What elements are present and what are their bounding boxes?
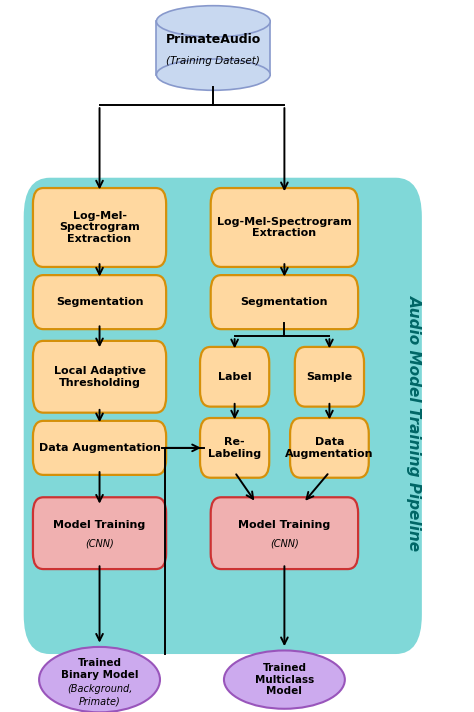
FancyBboxPatch shape: [200, 347, 269, 407]
Text: Local Adaptive
Thresholding: Local Adaptive Thresholding: [54, 366, 146, 387]
FancyBboxPatch shape: [24, 178, 422, 654]
Text: Segmentation: Segmentation: [241, 297, 328, 307]
Text: (CNN): (CNN): [85, 539, 114, 549]
Text: Data Augmentation: Data Augmentation: [38, 443, 161, 453]
Ellipse shape: [39, 647, 160, 712]
FancyBboxPatch shape: [295, 347, 364, 407]
Text: Segmentation: Segmentation: [56, 297, 143, 307]
FancyBboxPatch shape: [200, 418, 269, 478]
Text: Model Training: Model Training: [54, 520, 146, 530]
FancyBboxPatch shape: [33, 421, 166, 475]
Text: Trained
Binary Model: Trained Binary Model: [61, 658, 138, 680]
Text: Log-Mel-Spectrogram
Extraction: Log-Mel-Spectrogram Extraction: [217, 216, 352, 239]
FancyBboxPatch shape: [33, 341, 166, 413]
FancyBboxPatch shape: [33, 188, 166, 267]
Text: (CNN): (CNN): [270, 539, 299, 549]
FancyBboxPatch shape: [33, 497, 166, 569]
Text: (Background,
Primate): (Background, Primate): [67, 684, 132, 706]
Text: Audio Model Training Pipeline: Audio Model Training Pipeline: [407, 295, 422, 551]
Text: Model Training: Model Training: [238, 520, 330, 530]
FancyBboxPatch shape: [210, 497, 358, 569]
Text: Trained
Multiclass
Model: Trained Multiclass Model: [255, 663, 314, 696]
Ellipse shape: [156, 59, 270, 90]
Text: Label: Label: [218, 372, 251, 382]
FancyBboxPatch shape: [210, 275, 358, 329]
FancyBboxPatch shape: [33, 275, 166, 329]
Bar: [156, 21, 270, 75]
Text: (Training Dataset): (Training Dataset): [166, 56, 260, 66]
Ellipse shape: [224, 651, 345, 708]
FancyBboxPatch shape: [290, 418, 369, 478]
Text: Log-Mel-
Spectrogram
Extraction: Log-Mel- Spectrogram Extraction: [59, 211, 140, 244]
Text: Data
Augmentation: Data Augmentation: [285, 437, 374, 459]
FancyBboxPatch shape: [210, 188, 358, 267]
Text: Re-
Labeling: Re- Labeling: [208, 437, 261, 459]
Text: PrimateAudio: PrimateAudio: [166, 33, 261, 46]
Text: Sample: Sample: [306, 372, 353, 382]
Ellipse shape: [156, 6, 270, 37]
